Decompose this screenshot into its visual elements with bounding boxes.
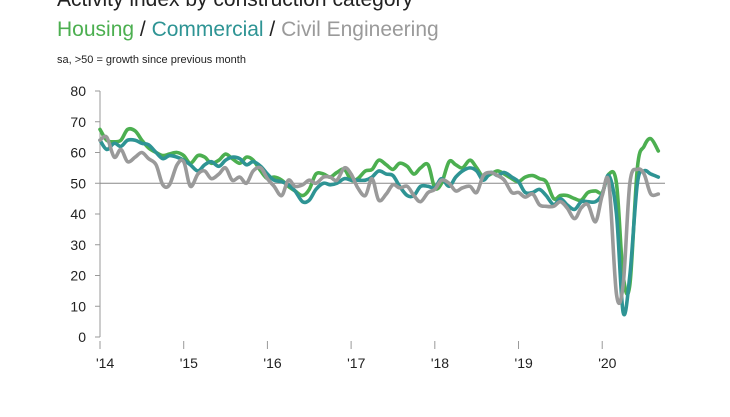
x-tick-label: '15 [180,355,198,371]
x-tick-label: '19 [515,355,533,371]
x-tick-label: '16 [263,355,281,371]
y-tick-label: 20 [70,268,86,284]
y-tick-label: 30 [70,237,86,253]
y-tick-label: 10 [70,298,86,314]
y-tick-label: 70 [70,114,86,130]
y-tick-label: 60 [70,145,86,161]
axes: 0 10 20 30 40 50 60 70 80 '14 '15 '16 '17 '18 '19 '20 [70,83,665,371]
series-line-civil-engineering [98,134,661,306]
chart-note: sa, >50 = growth since previous month [57,54,246,66]
x-tick-label: '17 [347,355,365,371]
x-tick-label: '20 [598,355,616,371]
y-tick-label: 0 [78,329,86,345]
y-tick-label: 40 [70,206,86,222]
chart-title: Activity index by construction category [57,0,413,12]
x-tick-label: '18 [431,355,449,371]
y-tick-label: 50 [70,175,86,191]
legend-separator-1: / [134,18,152,41]
x-tick-label: '14 [96,355,114,371]
series-group [98,126,661,317]
legend: Housing / Commercial / Civil Engineering [57,18,439,42]
series-line-housing [98,126,661,296]
legend-civil-engineering: Civil Engineering [281,18,439,41]
series-line-commercial [98,137,661,317]
y-tick-label: 80 [70,83,86,99]
legend-commercial: Commercial [151,18,264,41]
legend-housing: Housing [57,18,135,41]
legend-separator-2: / [263,18,282,41]
